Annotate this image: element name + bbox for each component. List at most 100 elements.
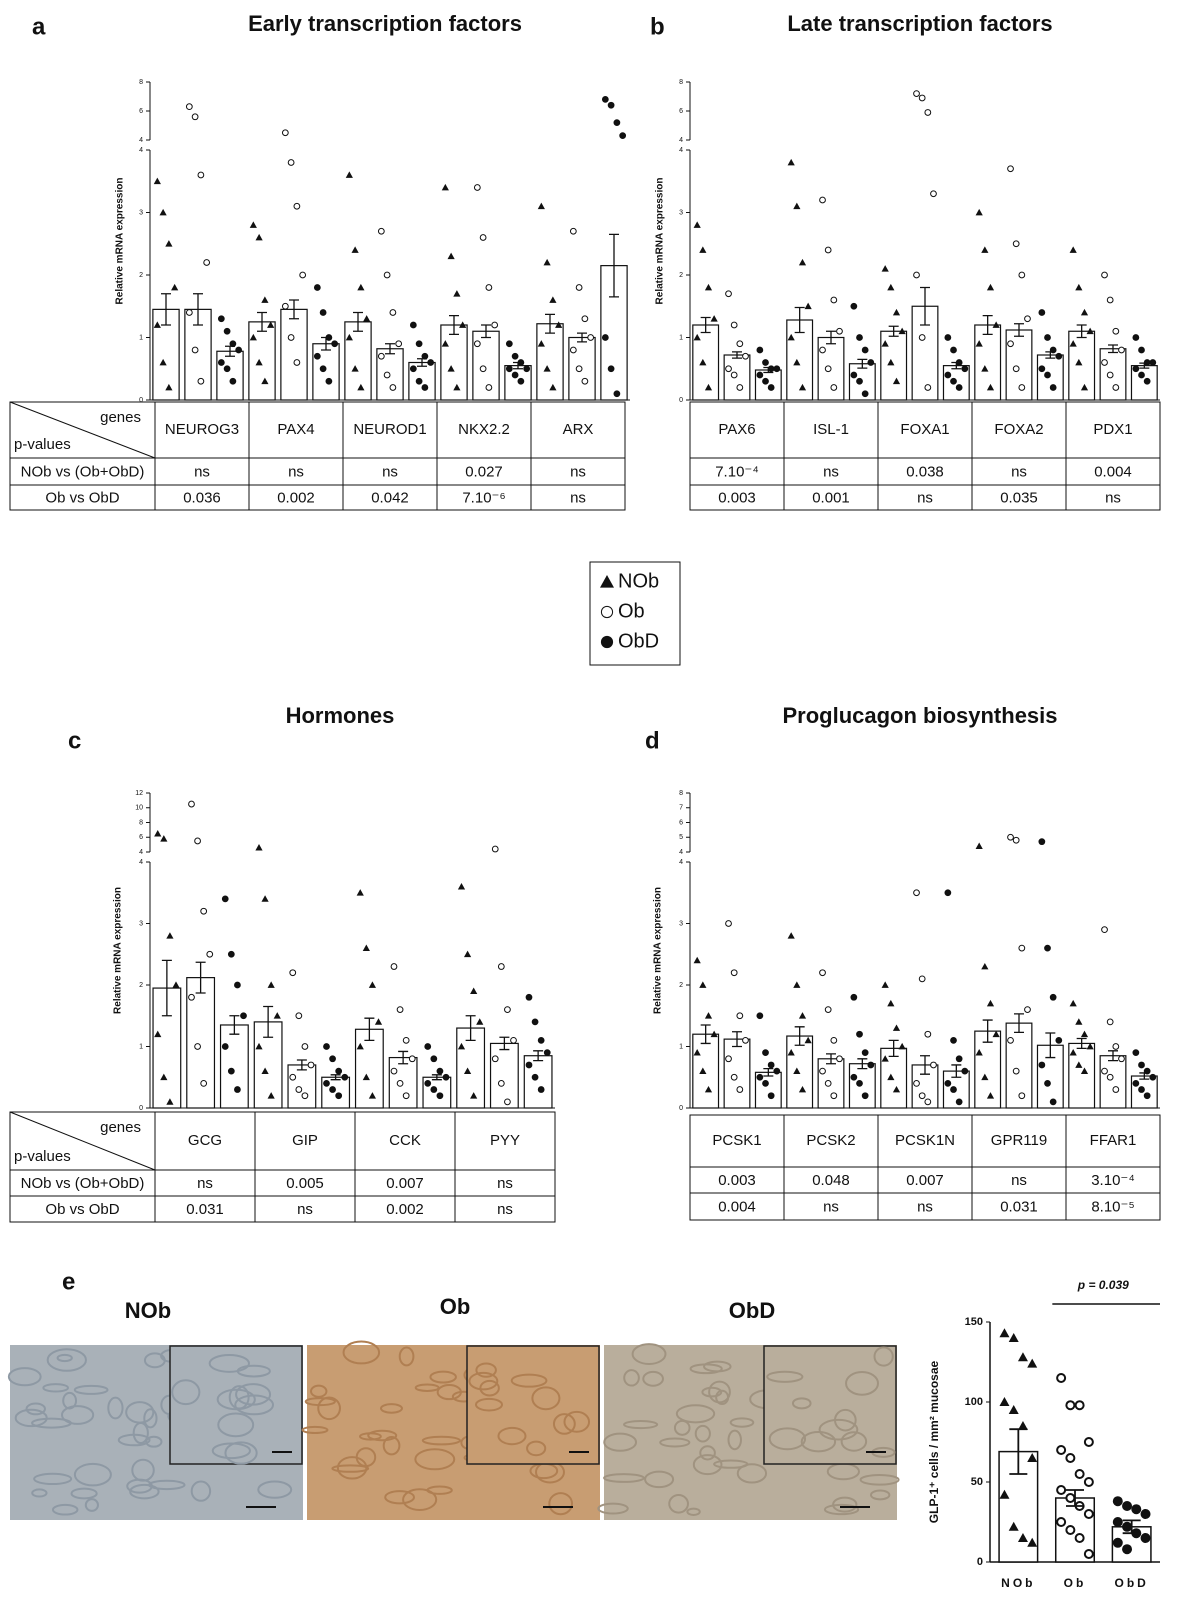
data-point bbox=[693, 221, 701, 228]
error-bar bbox=[1076, 324, 1087, 339]
data-point bbox=[581, 315, 589, 323]
data-point bbox=[191, 346, 199, 354]
data-point bbox=[160, 835, 168, 842]
data-point bbox=[463, 950, 472, 958]
data-point bbox=[756, 1073, 764, 1081]
error-bar bbox=[499, 1036, 510, 1051]
data-point bbox=[504, 1098, 511, 1106]
villus bbox=[217, 1412, 255, 1438]
y-tick-label: 3 bbox=[679, 920, 683, 927]
villus bbox=[597, 1502, 629, 1515]
data-point bbox=[159, 208, 167, 216]
data-point bbox=[221, 1043, 229, 1050]
data-point bbox=[1038, 365, 1046, 373]
villus bbox=[603, 1432, 638, 1452]
y-tick-label: 12 bbox=[135, 790, 143, 797]
data-point bbox=[804, 1036, 812, 1044]
data-point bbox=[1038, 838, 1046, 846]
error-bar bbox=[888, 1039, 899, 1057]
data-point bbox=[351, 365, 359, 372]
table-value: 0.003 bbox=[718, 489, 756, 506]
data-point bbox=[736, 1012, 744, 1020]
error-bar bbox=[1108, 344, 1118, 354]
table-gene: GCG bbox=[188, 1132, 222, 1149]
villus bbox=[224, 1441, 258, 1465]
villus bbox=[623, 1369, 640, 1387]
error-bar bbox=[161, 959, 172, 1017]
data-point bbox=[261, 296, 269, 303]
table-gene: NKX2.2 bbox=[458, 421, 510, 438]
bar bbox=[974, 1030, 1002, 1109]
data-point bbox=[861, 346, 869, 354]
data-point bbox=[549, 296, 557, 303]
error-bar bbox=[920, 1055, 930, 1075]
table-row-label: NOb vs (Ob+ObD) bbox=[21, 1175, 145, 1192]
data-point bbox=[505, 340, 513, 348]
data-point bbox=[955, 1098, 963, 1106]
data-point bbox=[436, 1092, 444, 1100]
y-tick-label: 0 bbox=[977, 1556, 983, 1568]
villus bbox=[692, 1454, 723, 1476]
villus bbox=[603, 1473, 645, 1483]
data-point bbox=[479, 365, 487, 373]
data-point bbox=[793, 202, 801, 210]
p-value-table: PAX6 ISL-1 FOXA1 FOXA2 PDX1 7.10⁻⁴ ns 0.038 ns 0.… bbox=[689, 401, 1161, 511]
data-point bbox=[836, 327, 843, 335]
data-point bbox=[892, 1024, 901, 1031]
data-point bbox=[1083, 1477, 1094, 1487]
bar bbox=[280, 308, 308, 401]
error-bar bbox=[296, 1059, 307, 1071]
data-point bbox=[1007, 833, 1014, 841]
villus bbox=[31, 1488, 48, 1498]
data-point bbox=[930, 1061, 937, 1069]
data-point bbox=[1132, 1080, 1140, 1087]
data-point bbox=[357, 383, 365, 391]
table-value: ns bbox=[570, 463, 586, 480]
error-bar bbox=[1009, 1428, 1028, 1475]
data-point bbox=[525, 1061, 533, 1069]
data-point bbox=[793, 981, 801, 988]
data-point bbox=[736, 384, 744, 391]
data-point bbox=[555, 321, 563, 328]
data-point bbox=[377, 227, 385, 235]
data-point bbox=[767, 384, 775, 391]
data-point bbox=[1075, 1018, 1083, 1025]
data-point bbox=[497, 1080, 505, 1087]
data-point bbox=[510, 1036, 517, 1044]
data-point bbox=[1044, 944, 1051, 952]
panel-letter: c bbox=[68, 727, 81, 754]
data-point bbox=[924, 384, 932, 391]
data-point bbox=[505, 365, 513, 373]
data-point bbox=[154, 829, 162, 837]
data-point bbox=[1069, 1049, 1077, 1056]
data-point bbox=[725, 365, 732, 373]
panel-letter: a bbox=[32, 13, 46, 40]
bar bbox=[312, 343, 340, 401]
error-bar bbox=[193, 293, 203, 326]
data-point bbox=[368, 981, 377, 988]
bar bbox=[287, 1064, 317, 1109]
table-value: 0.031 bbox=[1000, 1198, 1038, 1215]
data-point bbox=[944, 334, 952, 341]
data-point bbox=[918, 94, 926, 102]
data-point bbox=[710, 1030, 718, 1038]
data-point bbox=[950, 346, 957, 354]
data-point bbox=[762, 1049, 769, 1057]
data-point bbox=[453, 383, 461, 391]
villus bbox=[301, 1425, 329, 1434]
table-value: ns bbox=[917, 489, 933, 506]
data-point bbox=[281, 302, 289, 310]
data-point bbox=[762, 377, 769, 385]
data-point bbox=[531, 1073, 539, 1081]
data-point bbox=[950, 377, 957, 385]
legend-marker bbox=[600, 605, 614, 619]
data-point bbox=[1056, 1517, 1067, 1527]
data-point bbox=[1106, 371, 1114, 379]
data-point bbox=[383, 371, 391, 379]
table-value: 0.007 bbox=[906, 1172, 944, 1189]
data-point bbox=[1055, 352, 1063, 360]
data-point bbox=[924, 109, 932, 116]
data-point bbox=[307, 1061, 315, 1069]
table-value: ns bbox=[194, 463, 210, 480]
data-point bbox=[1131, 1504, 1142, 1515]
